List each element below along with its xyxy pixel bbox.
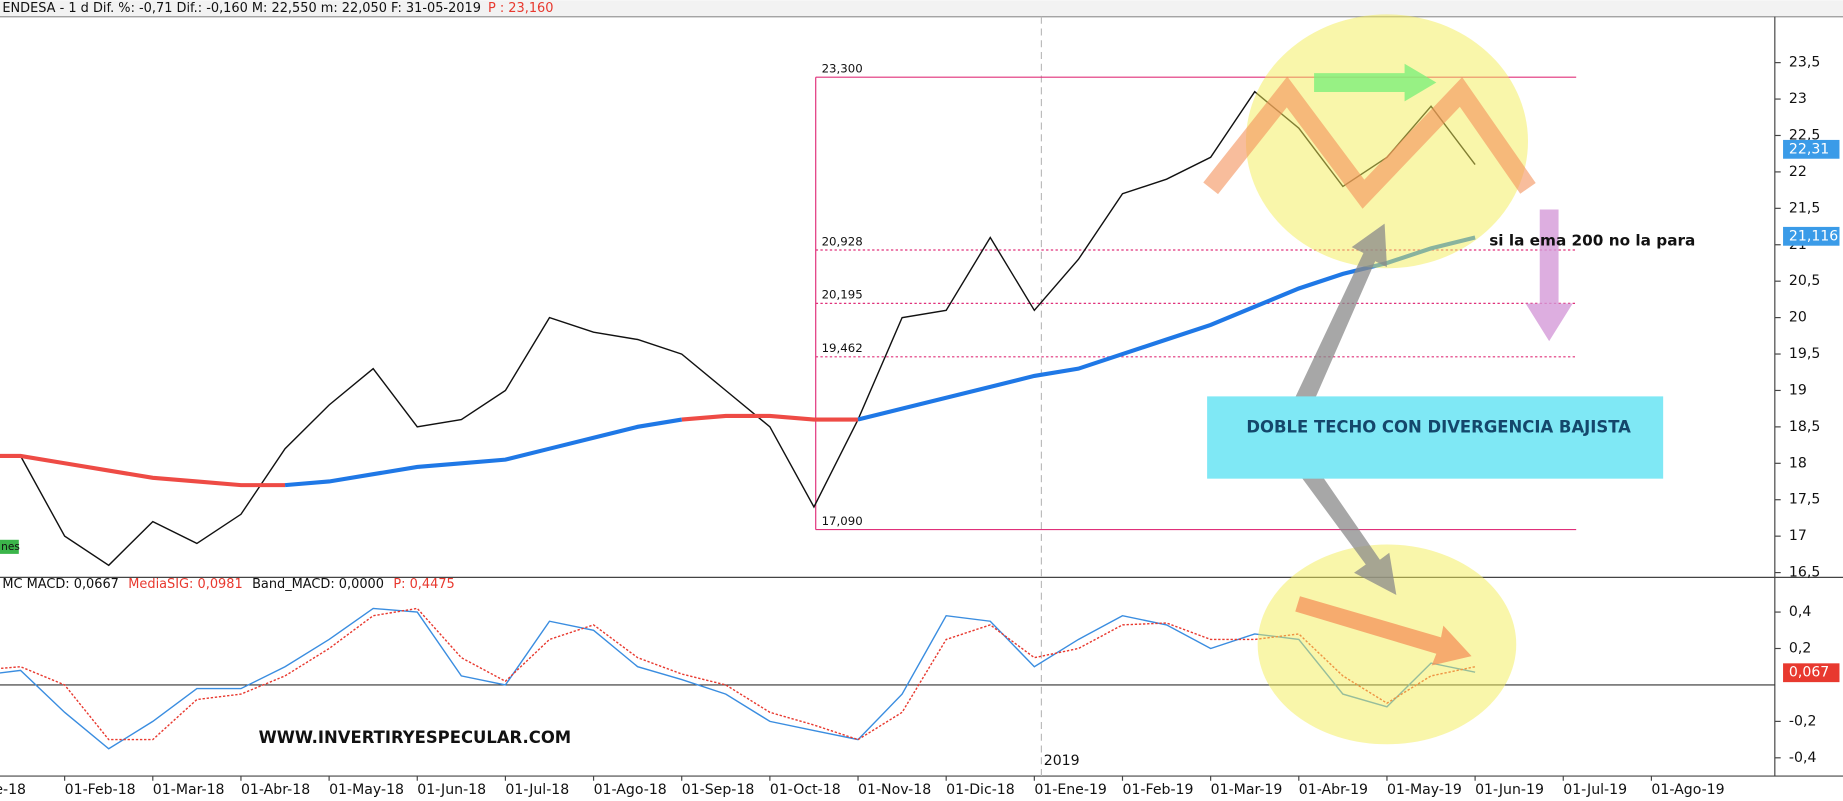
y-tick-label: 19,5 [1789,346,1820,362]
y-tick-label: -0,4 [1789,750,1817,766]
x-tick-label: 01-Jul-18 [505,782,569,798]
series-line [0,413,859,488]
callout-box [1207,396,1664,479]
y-tick-label: 19 [1789,382,1807,398]
x-tick-label: 01-Feb-18 [65,782,136,798]
pattern-line [1203,76,1536,209]
level-label: 23,300 [822,61,863,75]
x-tick-label: 01-Jun-19 [1475,782,1544,798]
level-label: 17,090 [822,514,863,528]
y-tick-label: 18,5 [1789,419,1820,435]
highlight-ellipse [1257,544,1517,745]
y-tick-label: 18 [1789,455,1807,471]
arrow [1525,209,1573,342]
y-tick-label: 16,5 [1789,565,1820,581]
chart-title: ENDESA - 1 d Dif. %: -0,71 Dif.: -0,160 … [2,1,481,16]
series-line [0,90,1476,567]
x-tick-label: 01-Oct-18 [770,782,841,798]
y-tick-label: 0,2 [1789,641,1811,657]
x-tick-label: 01-Abr-19 [1299,782,1368,798]
y-tick-label: 17,5 [1789,492,1820,508]
value-box [1783,139,1840,159]
arrow [1292,453,1397,596]
x-tick-label: 01-Ago-19 [1651,782,1724,798]
y-tick-label: 17 [1789,528,1807,544]
x-tick-label: 01-Mar-18 [153,782,225,798]
header-bar [0,0,1843,17]
x-tick-label: 01-Feb-19 [1122,782,1193,798]
value-box-label: 0,067 [1789,665,1829,681]
indicator-label: MediaSIG: 0,0981 [128,577,242,592]
x-tick-label: 01-Dic-18 [946,782,1015,798]
x-tick-label: 01-May-19 [1387,782,1462,798]
y-tick-label: -0,2 [1789,713,1817,729]
y-tick-label: 20 [1789,310,1807,326]
series-line [0,607,1476,750]
x-tick-label: 01-Ago-18 [594,782,667,798]
x-tick-label: 01-Abr-18 [241,782,310,798]
x-tick-label: 01-May-18 [329,782,404,798]
axes: 16,51717,51818,51919,52020,52121,52222,5… [0,55,1840,798]
x-tick-label: Ene-18 [0,782,26,798]
indicator-label: Band_MACD: 0,0000 [252,577,384,592]
value-box [1783,226,1840,246]
chart-price: P : 23,160 [488,1,554,16]
watermark: WWW.INVERTIRYESPECULAR.COM [259,728,572,747]
overlay: DOBLE TECHO CON DIVERGENCIA BAJISTA si l… [0,14,1695,769]
x-tick-label: 01-Ene-19 [1034,782,1107,798]
y-tick-label: 23 [1789,91,1807,107]
x-tick-label: 01-Nov-18 [858,782,931,798]
arrow [1314,63,1437,102]
value-box [1783,663,1840,683]
callout-text: DOBLE TECHO CON DIVERGENCIA BAJISTA [1246,418,1631,437]
level-label: 19,462 [822,341,863,355]
value-box-label: 22,31 [1789,141,1829,157]
level-label: 20,928 [822,234,863,248]
year-label: 2019 [1044,753,1080,769]
value-box-label: 21,116 [1789,228,1838,244]
x-tick-label: 01-Jul-19 [1563,782,1627,798]
x-tick-label: 01-Sep-18 [682,782,755,798]
y-tick-label: 22 [1789,164,1807,180]
y-tick-label: 21,5 [1789,200,1820,216]
arrow [1295,596,1472,666]
tag-box [0,539,19,554]
annotation: si la ema 200 no la para [1489,232,1695,250]
indicator-label: P: 0,4475 [393,577,454,592]
tag-text: nes [1,541,20,553]
x-tick-label: 01-Mar-19 [1211,782,1283,798]
x-tick-label: 01-Jun-18 [417,782,486,798]
arrow [1292,223,1387,412]
indicator-label: MC MACD: 0,0667 [2,577,119,592]
y-tick-label: 22,5 [1789,127,1820,143]
y-tick-label: 0,4 [1789,604,1811,620]
y-tick-label: 23,5 [1789,55,1820,71]
level-label: 20,195 [822,288,863,302]
y-tick-label: 20,5 [1789,273,1820,289]
